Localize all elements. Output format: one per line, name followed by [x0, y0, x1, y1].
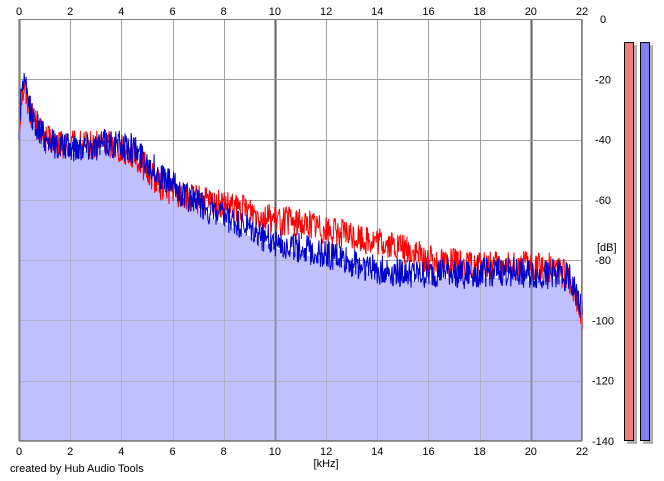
x-tick-top-20: 20 [525, 6, 537, 18]
x-tick-bottom-12: 12 [320, 446, 332, 458]
x-tick-bottom-6: 6 [169, 446, 175, 458]
x-tick-bottom-2: 2 [67, 446, 73, 458]
y-tick--80: -80 [595, 255, 611, 267]
credit-text: created by Hub Audio Tools [10, 463, 144, 475]
x-tick-bottom-16: 16 [422, 446, 434, 458]
x-tick-bottom-14: 14 [371, 446, 383, 458]
x-tick-top-12: 12 [320, 6, 332, 18]
series-layer [18, 72, 583, 330]
x-tick-bottom-22: 22 [576, 446, 588, 458]
x-tick-bottom-18: 18 [474, 446, 486, 458]
y-ticks: 0 -20 -40 -60 -80 -100 -120 -140 [592, 14, 614, 448]
x-ticks-top: 0 2 4 6 8 10 12 14 16 18 20 22 [16, 6, 588, 18]
y-axis-label: [dB] [597, 242, 617, 254]
x-ticks-bottom: 0 2 4 6 8 10 12 14 16 18 20 22 [16, 446, 588, 458]
x-tick-top-18: 18 [474, 6, 486, 18]
y-tick--140: -140 [592, 436, 614, 448]
y-tick--60: -60 [595, 195, 611, 207]
x-tick-top-0: 0 [16, 6, 22, 18]
x-tick-bottom-20: 20 [525, 446, 537, 458]
x-tick-top-8: 8 [221, 6, 227, 18]
x-tick-top-2: 2 [67, 6, 73, 18]
y-tick--120: -120 [592, 376, 614, 388]
spectrum-fill-area [19, 94, 582, 442]
x-axis-label: [kHz] [314, 458, 339, 470]
series-line-1 [18, 72, 583, 318]
series-line-0 [18, 83, 583, 330]
level-meters [624, 42, 653, 444]
x-tick-top-6: 6 [169, 6, 175, 18]
y-tick-0: 0 [600, 14, 606, 26]
level-meter-0 [624, 42, 634, 441]
plot-frame [19, 19, 582, 441]
x-tick-bottom-0: 0 [16, 446, 22, 458]
x-tick-top-14: 14 [371, 6, 383, 18]
y-tick--100: -100 [592, 315, 614, 327]
x-tick-top-16: 16 [422, 6, 434, 18]
x-tick-top-22: 22 [576, 6, 588, 18]
y-tick--20: -20 [595, 74, 611, 86]
y-tick--40: -40 [595, 135, 611, 147]
x-tick-bottom-10: 10 [269, 446, 281, 458]
x-tick-top-10: 10 [269, 6, 281, 18]
level-meter-1 [640, 42, 650, 441]
x-tick-bottom-8: 8 [221, 446, 227, 458]
x-tick-bottom-4: 4 [118, 446, 124, 458]
x-tick-top-4: 4 [118, 6, 124, 18]
